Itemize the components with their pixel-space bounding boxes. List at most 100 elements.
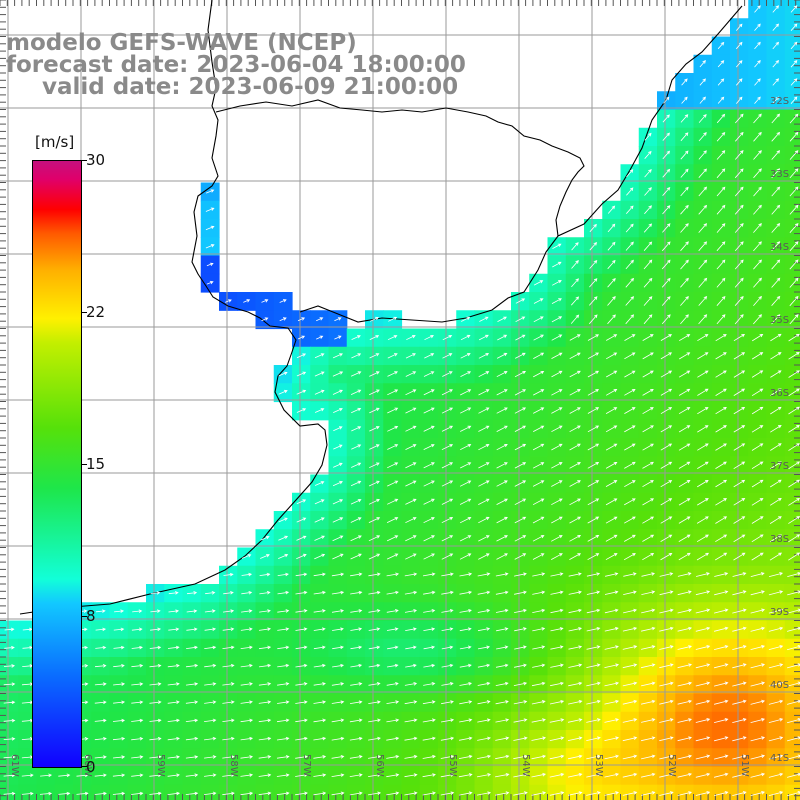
wind-arrow	[678, 443, 691, 451]
wind-speed-cell	[675, 292, 695, 311]
wind-arrow	[533, 371, 545, 378]
wind-arrow	[295, 791, 308, 796]
wind-speed-cell	[419, 401, 439, 421]
wind-speed-cell	[748, 401, 768, 421]
wind-arrow	[276, 718, 290, 723]
wind-arrow	[149, 664, 162, 668]
wind-arrow	[771, 131, 781, 142]
wind-arrow	[696, 572, 710, 577]
wind-arrow	[569, 334, 581, 341]
wind-arrow	[386, 572, 400, 577]
wind-speed-cell	[730, 310, 749, 330]
wind-arrow	[496, 535, 508, 542]
wind-arrow	[368, 609, 381, 613]
wind-speed-cell	[438, 529, 457, 549]
wind-arrow	[314, 371, 325, 377]
wind-arrow	[514, 425, 527, 432]
wind-arrow	[368, 773, 382, 777]
wind-arrow	[680, 223, 689, 233]
wind-arrow	[643, 296, 653, 306]
wind-arrow	[131, 682, 144, 686]
wind-arrow	[531, 718, 546, 723]
wind-speed-cell	[657, 328, 676, 348]
wind-arrow	[733, 516, 746, 524]
wind-arrow	[532, 608, 546, 613]
wind-arrow	[277, 609, 290, 613]
wind-speed-cell	[18, 784, 38, 800]
wind-arrow	[386, 718, 400, 723]
wind-arrow	[532, 663, 546, 668]
wind-arrow	[788, 534, 800, 543]
wind-arrow	[206, 262, 214, 267]
wind-arrow	[660, 334, 673, 341]
latitude-label: 37S	[770, 461, 789, 472]
wind-arrow	[622, 791, 638, 796]
wind-arrow	[695, 626, 711, 632]
wind-arrow	[662, 150, 671, 160]
wind-speed-cell	[711, 784, 731, 800]
wind-arrow	[659, 572, 674, 577]
wind-arrow	[695, 718, 711, 723]
wind-arrow	[240, 736, 254, 741]
wind-arrow	[768, 645, 784, 650]
wind-arrow	[423, 535, 435, 542]
wind-arrow	[496, 553, 508, 560]
wind-arrow	[222, 645, 235, 650]
wind-arrow	[258, 627, 272, 631]
wind-arrow	[604, 626, 619, 632]
wind-arrow	[641, 718, 656, 723]
wind-arrow	[278, 517, 288, 523]
wind-arrow	[513, 718, 528, 723]
wind-arrow	[750, 699, 766, 705]
wind-arrow	[569, 389, 581, 396]
wind-arrow	[94, 718, 107, 723]
wind-arrow	[788, 333, 800, 342]
wind-arrow	[715, 534, 728, 543]
wind-speed-cell	[328, 784, 348, 800]
wind-arrow	[132, 609, 143, 613]
wind-arrow	[513, 736, 528, 741]
wind-speed-cell	[620, 292, 640, 311]
wind-arrow	[532, 498, 545, 506]
wind-arrow	[369, 389, 380, 396]
wind-speed-cell	[511, 547, 530, 567]
wind-arrow	[331, 736, 345, 741]
wind-arrow	[696, 516, 709, 524]
wind-arrow	[404, 590, 418, 595]
wind-arrow	[786, 772, 800, 778]
wind-speed-cell	[693, 419, 713, 439]
wind-arrow	[660, 461, 673, 469]
wind-speed-cell	[675, 547, 695, 567]
wind-arrow	[405, 553, 417, 560]
wind-arrow	[587, 516, 600, 524]
wind-speed-cell	[292, 784, 311, 800]
wind-arrow	[770, 425, 782, 433]
wind-speed-cell	[401, 328, 421, 348]
wind-arrow	[589, 259, 598, 269]
wind-speed-cell	[711, 456, 731, 476]
wind-arrow	[604, 608, 619, 614]
wind-arrow	[276, 791, 290, 796]
wind-arrow	[422, 572, 436, 577]
wind-speed-cell	[620, 346, 640, 366]
wind-speed-cell	[620, 511, 640, 530]
wind-arrow	[149, 736, 162, 741]
wind-arrow	[789, 277, 799, 288]
wind-arrow	[698, 204, 708, 215]
wind-speed-cell	[657, 511, 676, 530]
wind-arrow	[552, 243, 562, 249]
wind-arrow	[113, 700, 126, 705]
wind-speed-cell	[766, 292, 786, 311]
wind-speed-cell	[748, 292, 768, 311]
wind-arrow	[477, 590, 491, 595]
wind-arrow	[551, 516, 563, 524]
wind-arrow	[513, 773, 528, 778]
wind-arrow	[332, 535, 344, 542]
wind-arrow	[641, 590, 656, 595]
wind-arrow	[735, 60, 743, 68]
wind-arrow	[204, 700, 217, 705]
wind-arrow	[680, 277, 689, 288]
wind-arrow	[754, 5, 761, 13]
wind-arrow	[441, 389, 453, 396]
wind-speed-cell	[438, 474, 457, 494]
